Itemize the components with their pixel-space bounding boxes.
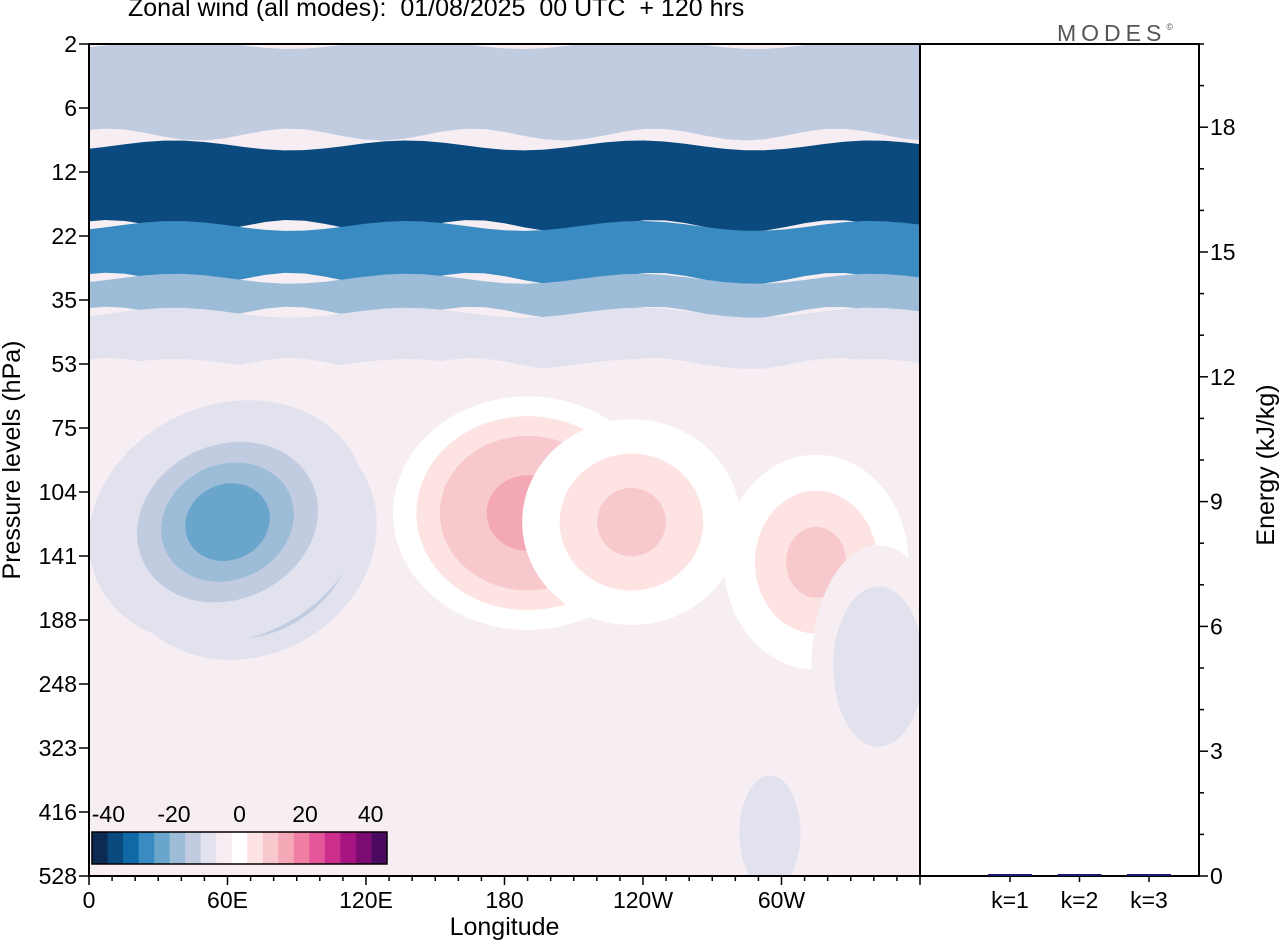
energy-tick-label: 0 [1210,863,1223,889]
colorbar-swatch [231,832,248,864]
energy-bar-k=3 [1127,874,1171,876]
y-tick-label: 35 [51,287,77,313]
colorbar-swatch [262,832,279,864]
colorbar-swatch [185,832,202,864]
x-tick-label: 180 [485,887,523,913]
chart-title: Zonal wind (all modes): 01/08/2025 00 UT… [128,0,745,22]
y-axis-label: Pressure levels (hPa) [0,341,26,580]
energy-axis-label: Energy (kJ/kg) [1252,384,1280,545]
colorbar-swatch [107,832,124,864]
heatmap-band-easterly-jet-core [89,140,920,232]
x-tick-label: 60E [207,887,248,913]
y-tick-label: 141 [39,543,77,569]
colorbar-swatch [169,832,186,864]
energy-bar-panel: 0 3 6 9 12 15 18 k=1 k=2 k=3 [919,43,1236,913]
colorbar-tick-label: 40 [358,801,384,827]
energy-panel-frame [919,43,1200,877]
colorbar-swatch [247,832,264,864]
energy-tick-label: 9 [1210,489,1223,515]
energy-tick-label: 3 [1210,738,1223,764]
y-tick-label: 2 [64,31,77,57]
energy-bar-k=2 [1057,874,1102,876]
copyright-mark: © [1166,22,1173,32]
heatmap-band-transition [89,307,920,370]
y-tick-label: 323 [39,735,77,761]
energy-category-label: k=3 [1130,887,1168,913]
colorbar-swatch [200,832,217,864]
energy-tick-label: 12 [1210,364,1236,390]
x-axis: 0 60E 120E 180 120W 60W [83,876,921,913]
y-tick-label: 53 [51,351,77,377]
x-tick-label: 0 [83,887,96,913]
colorbar-swatch [293,832,310,864]
y-tick-label: 6 [64,95,77,121]
heatmap-feature-easterly-patch-60w-5 [748,795,792,871]
x-axis-label: Longitude [450,913,560,941]
colorbar: -40 -20 0 20 40 [91,801,388,865]
colorbar-border [91,831,388,865]
colorbar-swatch [340,832,357,864]
heatmap-feature-easterly-patch-30w-5 [855,627,902,706]
energy-tick-label: 18 [1210,114,1236,140]
colorbar-tick-label: 20 [292,801,318,827]
colorbar-swatch [123,832,140,864]
heatmap-band-jet-edge [89,273,920,319]
heatmap-band-upper-mixed [89,44,920,141]
y-tick-label: 248 [39,671,77,697]
y-tick-label: 188 [39,607,77,633]
heatmap-band-easterly-jet-lower [89,220,920,285]
colorbar-swatch [154,832,171,864]
brand-name: MODES [1057,20,1167,46]
x-tick-label: 120W [613,887,673,913]
y-tick-label: 22 [51,223,77,249]
colorbar-swatch [138,832,155,864]
y-axis: 2 6 12 22 35 53 75 104 141 188 248 323 416 528 [39,31,89,889]
colorbar-swatch [324,832,341,864]
heatmap-feature-westerly-patch-50w-5 [786,526,847,598]
colorbar-swatch [92,832,109,864]
y-tick-label: 528 [39,863,77,889]
heatmap-feature-easterly-shelf-asia-5 [185,483,270,561]
brand-logo: MODES© [1057,20,1173,47]
colorbar-swatch [278,832,295,864]
energy-category-label: k=1 [991,887,1029,913]
colorbar-swatch [309,832,326,864]
colorbar-swatch [355,832,372,864]
y-tick-label: 104 [39,479,78,505]
colorbar-tick-label: -20 [157,801,190,827]
x-tick-label: 60W [758,887,806,913]
heatmap-field [89,44,920,876]
heatmap-feature-westerly-patch-130w-5 [597,487,666,557]
energy-tick-label: 6 [1210,613,1223,639]
y-tick-label: 75 [51,415,77,441]
colorbar-swatch [371,832,388,864]
energy-tick-label: 15 [1210,239,1236,265]
y-tick-label: 12 [51,159,77,185]
colorbar-swatch [216,832,233,864]
colorbar-tick-label: -40 [92,801,125,827]
x-tick-label: 120E [339,887,393,913]
energy-category-label: k=2 [1061,887,1099,913]
y-tick-label: 416 [39,799,77,825]
energy-bar-k=1 [988,874,1032,876]
colorbar-tick-label: 0 [233,801,246,827]
